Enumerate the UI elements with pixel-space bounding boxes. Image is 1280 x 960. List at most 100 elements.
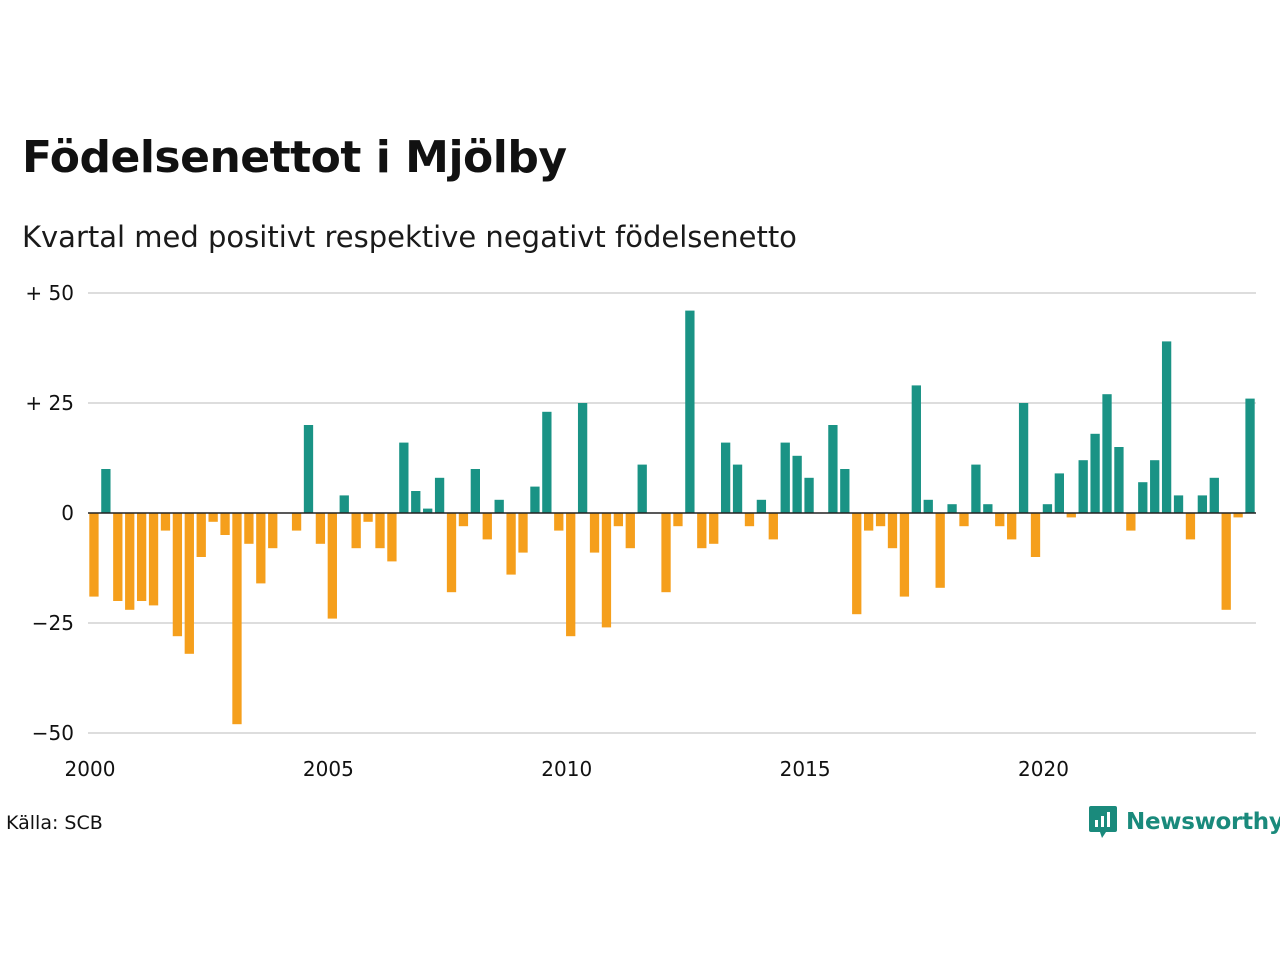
- bar-negative: [136, 513, 147, 601]
- bar-positive: [577, 403, 588, 513]
- bar-positive: [804, 477, 814, 513]
- bar-negative: [673, 513, 683, 527]
- y-tick-label: + 50: [25, 281, 74, 305]
- bar-negative: [518, 513, 528, 553]
- bar-positive: [494, 499, 504, 513]
- bar-negative: [291, 513, 302, 531]
- bar-negative: [1007, 513, 1017, 540]
- bar-chart: + 50 + 25 0 −25 −50 2000 2005 2010 2015 2020: [25, 281, 1256, 781]
- bar-negative: [220, 513, 230, 535]
- bar-positive: [542, 411, 552, 513]
- bar-negative: [315, 513, 326, 544]
- bar-negative: [458, 513, 469, 527]
- bar-negative: [1221, 513, 1231, 610]
- bar-positive: [756, 499, 767, 513]
- bar-positive: [1114, 447, 1124, 513]
- bar-positive: [792, 455, 802, 513]
- bar-negative: [208, 513, 218, 522]
- bar-negative: [601, 513, 612, 628]
- x-tick-label: 2020: [1018, 757, 1069, 781]
- bar-positive: [685, 310, 695, 513]
- bar-positive: [1042, 504, 1053, 513]
- bar-negative: [232, 513, 242, 725]
- bar-negative: [148, 513, 159, 606]
- bar-negative: [768, 513, 778, 540]
- x-tick-label: 2000: [65, 757, 116, 781]
- bar-negative: [160, 513, 171, 531]
- bar-positive: [971, 464, 981, 513]
- bar-negative: [995, 513, 1005, 527]
- bar-positive: [732, 464, 743, 513]
- bar-positive: [423, 508, 433, 513]
- bar-negative: [1233, 513, 1243, 518]
- bar-positive: [1102, 394, 1112, 513]
- x-tick-label: 2015: [780, 757, 831, 781]
- bar-positive: [983, 504, 993, 513]
- bar-positive: [947, 504, 957, 513]
- gridlines: [88, 292, 1256, 734]
- bar-negative: [113, 513, 123, 601]
- bar-negative: [1066, 513, 1076, 518]
- bar-positive: [1150, 460, 1160, 513]
- bar-positive: [101, 469, 111, 513]
- y-tick-label: + 25: [25, 391, 74, 415]
- bar-negative: [899, 513, 910, 597]
- bar-negative: [172, 513, 183, 637]
- bar-negative: [482, 513, 492, 540]
- bar-positive: [303, 425, 314, 513]
- bar-negative: [268, 513, 278, 549]
- bar-negative: [887, 513, 898, 549]
- chart-title: Födelsenettot i Mjölby: [22, 132, 567, 183]
- bar-negative: [864, 513, 874, 531]
- bar-positive: [1245, 398, 1255, 513]
- bar-negative: [875, 513, 886, 527]
- bar-negative: [554, 513, 564, 531]
- bar-negative: [661, 513, 671, 593]
- bars: [89, 310, 1255, 725]
- bar-negative: [566, 513, 576, 637]
- bar-positive: [530, 486, 540, 513]
- bar-negative: [506, 513, 516, 575]
- bar-positive: [399, 442, 409, 513]
- bar-negative: [375, 513, 385, 549]
- bar-negative: [196, 513, 206, 557]
- bar-negative: [625, 513, 635, 549]
- bar-positive: [411, 491, 421, 513]
- bar-negative: [327, 513, 337, 619]
- bar-positive: [434, 477, 445, 513]
- bar-positive: [923, 499, 933, 513]
- bar-positive: [1173, 495, 1184, 513]
- bar-negative: [125, 513, 135, 610]
- bar-negative: [1030, 513, 1041, 557]
- bar-positive: [720, 442, 731, 513]
- bar-negative: [697, 513, 707, 549]
- bar-positive: [339, 495, 349, 513]
- y-tick-label: 0: [61, 501, 74, 525]
- bar-negative: [184, 513, 194, 654]
- bar-negative: [256, 513, 266, 584]
- x-tick-label: 2010: [541, 757, 592, 781]
- bar-positive: [1209, 477, 1219, 513]
- source-note: Källa: SCB: [6, 812, 103, 834]
- bar-negative: [244, 513, 254, 544]
- bar-negative: [363, 513, 373, 522]
- bar-negative: [589, 513, 600, 553]
- y-tick-label: −50: [32, 721, 74, 745]
- bar-positive: [470, 469, 480, 513]
- bar-positive: [1018, 403, 1029, 513]
- bar-negative: [959, 513, 969, 527]
- axes: + 50 + 25 0 −25 −50 2000 2005 2010 2015 2020: [25, 281, 1256, 781]
- bar-negative: [1185, 513, 1196, 540]
- x-tick-label: 2005: [303, 757, 354, 781]
- y-tick-label: −25: [32, 611, 74, 635]
- bar-negative: [89, 513, 99, 597]
- bar-positive: [1161, 341, 1172, 513]
- bar-positive: [1197, 495, 1208, 513]
- bar-positive: [1078, 460, 1088, 513]
- bar-negative: [613, 513, 624, 527]
- chart-subtitle: Kvartal med positivt respektive negativt…: [22, 220, 797, 254]
- newsworthy-brand: Newsworthy: [1088, 804, 1280, 840]
- bar-negative: [387, 513, 397, 562]
- bar-positive: [911, 385, 921, 513]
- bar-negative: [935, 513, 945, 588]
